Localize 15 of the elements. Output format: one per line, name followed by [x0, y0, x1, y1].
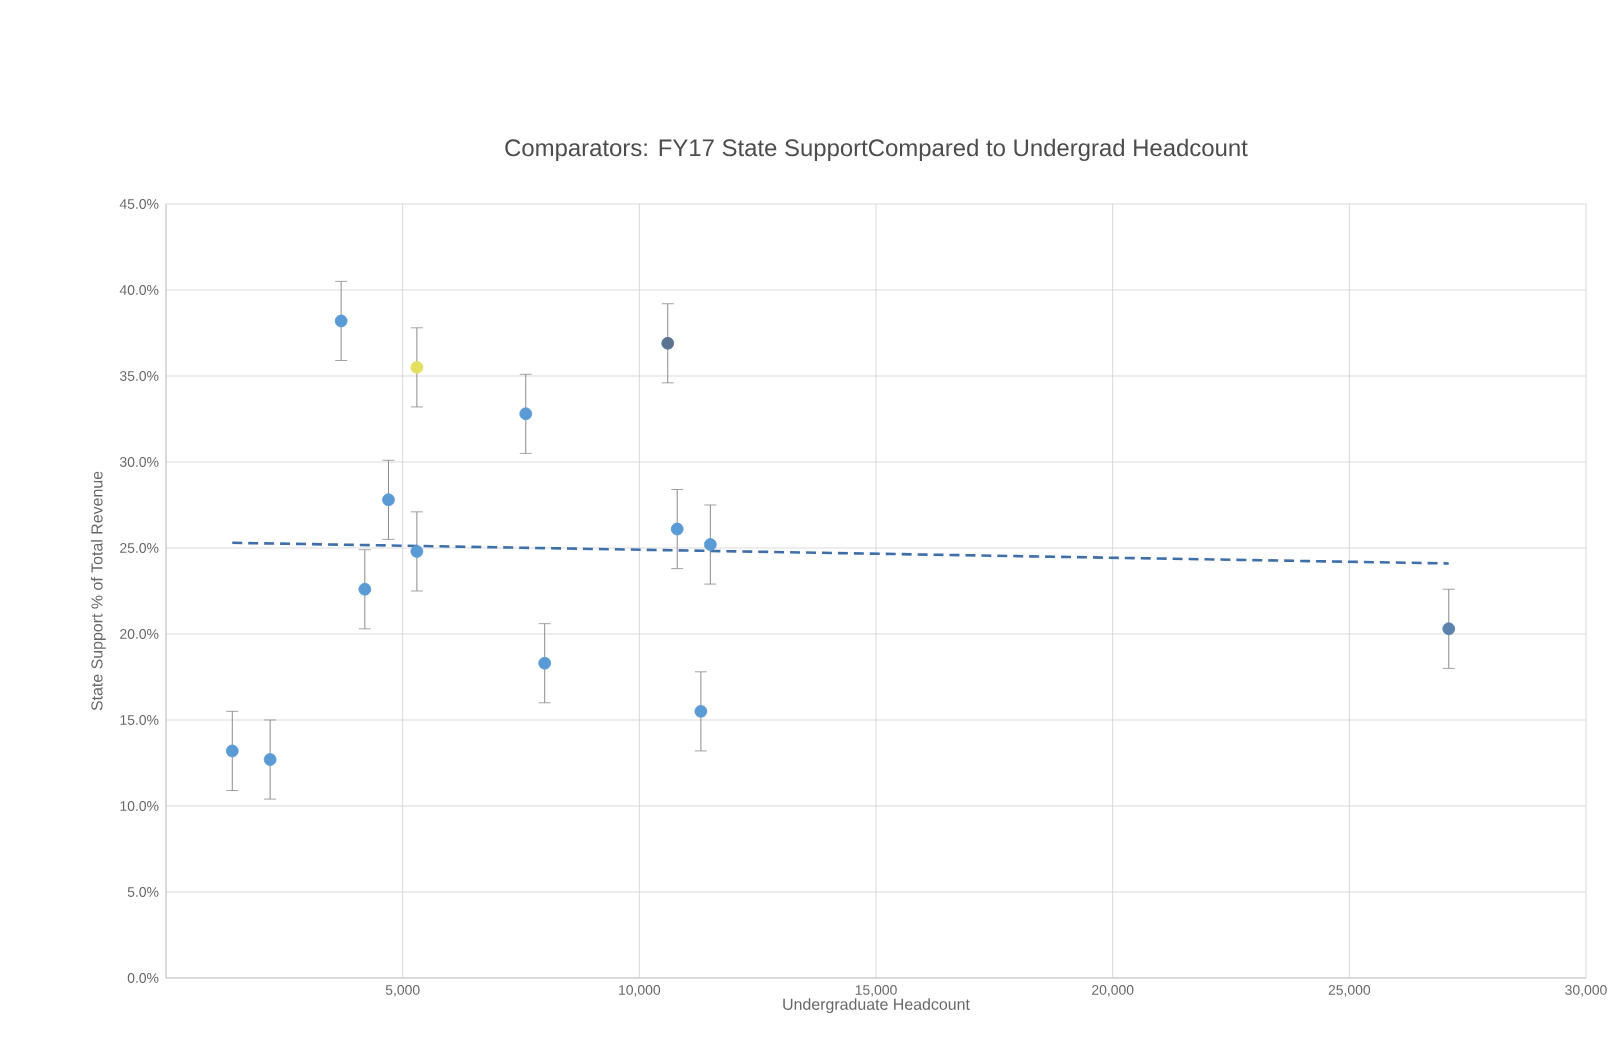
point: [661, 336, 675, 350]
chart-title: Comparators: FY17 State SupportCompared to Undergrad Headcount: [505, 138, 1248, 161]
point: [263, 753, 277, 766]
point: [703, 538, 717, 551]
point: [334, 314, 348, 328]
point: [410, 360, 424, 374]
point: [225, 744, 239, 758]
point: [694, 704, 708, 718]
point: [670, 522, 684, 536]
point: [1442, 622, 1456, 636]
point: [519, 407, 533, 421]
point: [410, 545, 424, 558]
point: [358, 582, 372, 596]
point: [382, 493, 395, 507]
point: [538, 656, 552, 670]
